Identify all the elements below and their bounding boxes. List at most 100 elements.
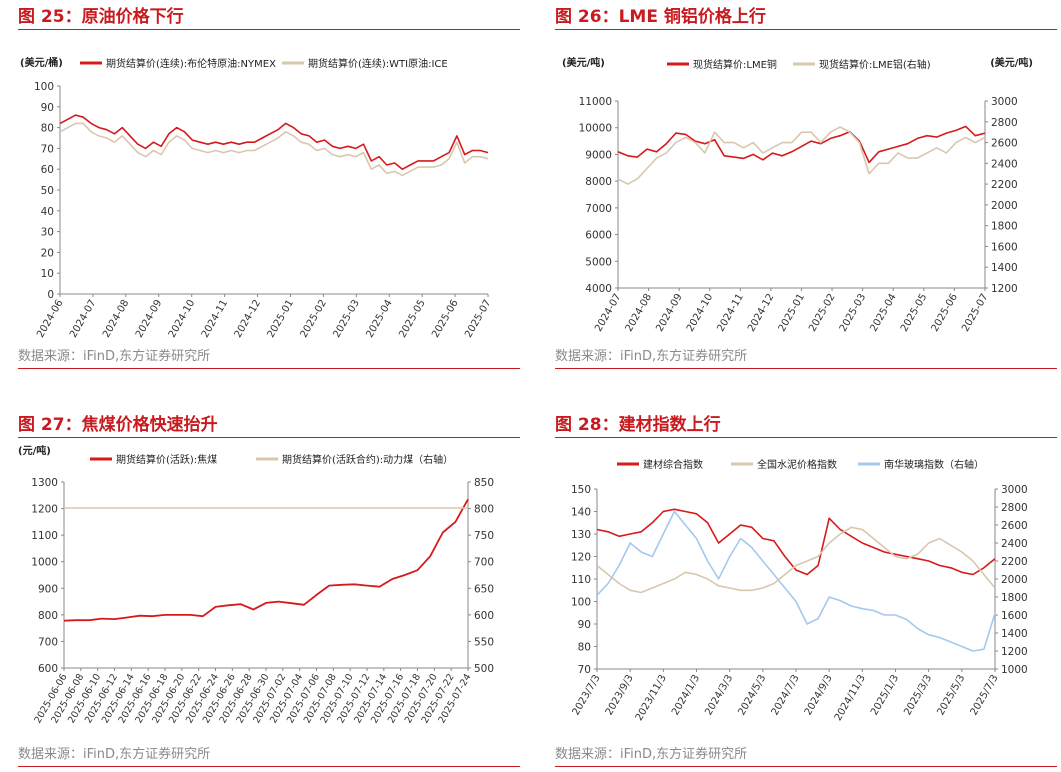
x-tick-label: 2024-11 xyxy=(200,298,230,340)
y-tick-label: 50 xyxy=(41,185,54,197)
x-tick-label: 2025-05 xyxy=(397,298,427,340)
x-tick-label: 2024-10 xyxy=(167,298,197,340)
legend-label-2: 期货结算价(连续):WTI原油:ICE xyxy=(308,57,448,70)
source-note: 数据来源：iFinD,东方证券研究所 xyxy=(555,346,1057,369)
y-tick-label: 80 xyxy=(41,123,54,135)
y2-tick-label: 2400 xyxy=(1001,538,1028,550)
y2-tick-label: 2000 xyxy=(1001,574,1028,586)
y2-tick-label: 2000 xyxy=(991,200,1018,212)
y2-tick-label: 1000 xyxy=(1001,664,1028,676)
y2-tick-label: 1800 xyxy=(1001,592,1028,604)
y-axis-title: (元/吨) xyxy=(18,444,51,457)
x-tick-label: 2024-08 xyxy=(101,298,131,340)
series-line-1 xyxy=(63,498,469,622)
panel-lme-metals: 图 26：LME 铜铝价格上行 4000 5000 6000 7000 8000 9000… xyxy=(555,0,1057,369)
y2-tick-label: 700 xyxy=(474,557,494,569)
x-tick-label: 2024-09 xyxy=(134,298,164,340)
x-tick-label: 2025-06 xyxy=(430,298,460,340)
y2-tick-label: 2800 xyxy=(991,117,1018,129)
y2-tick-label: 1200 xyxy=(1001,646,1028,658)
y2-tick-label: 2200 xyxy=(1001,556,1028,568)
y-tick-label: 150 xyxy=(571,484,591,496)
y-tick-label: 800 xyxy=(38,610,58,622)
y2-tick-label: 3000 xyxy=(991,96,1018,108)
y-tick-label: 1200 xyxy=(31,504,58,516)
y2-tick-label: 850 xyxy=(474,477,494,489)
y-tick-label: 7000 xyxy=(585,203,612,215)
y-axis-title: (美元/吨) xyxy=(562,56,605,69)
x-tick-label: 2024-12 xyxy=(746,292,776,334)
y2-tick-label: 800 xyxy=(474,504,494,516)
legend-label-3: 南华玻璃指数（右轴） xyxy=(884,458,984,471)
y2-tick-label: 1400 xyxy=(1001,628,1028,640)
y-tick-label: 80 xyxy=(578,642,591,654)
x-tick-label: 2024-07 xyxy=(68,298,98,340)
y-tick-label: 90 xyxy=(578,619,591,631)
y-tick-label: 11000 xyxy=(579,96,612,108)
y2-tick-label: 1600 xyxy=(1001,610,1028,622)
series-line-1 xyxy=(596,508,996,576)
y2-tick-label: 600 xyxy=(474,610,494,622)
y2-tick-label: 2600 xyxy=(991,138,1018,150)
y-tick-label: 6000 xyxy=(585,230,612,242)
x-tick-label: 2025-01 xyxy=(266,298,296,340)
x-tick-label: 2025/5/3 xyxy=(935,673,967,717)
source-note: 数据来源：iFinD,东方证券研究所 xyxy=(18,346,520,369)
y2-tick-label: 1600 xyxy=(991,241,1018,253)
panel-title: 图 25：原油价格下行 xyxy=(18,0,520,30)
series-line-1 xyxy=(59,114,489,170)
y2-tick-label: 2400 xyxy=(991,158,1018,170)
y-tick-label: 130 xyxy=(571,529,591,541)
y-tick-label: 8000 xyxy=(585,176,612,188)
x-tick-label: 2023/11/3 xyxy=(634,673,669,723)
x-tick-label: 2024-06 xyxy=(35,298,65,340)
y2-tick-label: 750 xyxy=(474,530,494,542)
panel-title: 图 28：建材指数上行 xyxy=(555,408,1057,438)
x-tick-label: 2025/3/3 xyxy=(902,673,934,717)
y2-tick-label: 1800 xyxy=(991,221,1018,233)
y-tick-label: 5000 xyxy=(585,256,612,268)
y-tick-label: 120 xyxy=(571,552,591,564)
panel-building-materials: 图 28：建材指数上行 70 80 90 100 110 120 130 140 150 1000… xyxy=(555,408,1057,767)
y-tick-label: 0 xyxy=(47,289,54,301)
x-tick-label: 2025-02 xyxy=(807,292,837,334)
panel-title: 图 26：LME 铜铝价格上行 xyxy=(555,0,1057,30)
y-tick-label: 9000 xyxy=(585,149,612,161)
x-tick-label: 2024/9/3 xyxy=(803,673,835,717)
x-tick-label: 2024/11/3 xyxy=(833,673,868,723)
x-tick-label: 2024-10 xyxy=(685,292,715,334)
x-tick-label: 2024/5/3 xyxy=(736,673,768,717)
x-tick-label: 2025/7/3 xyxy=(969,673,1001,717)
series-line-1 xyxy=(617,125,986,164)
y-tick-label: 700 xyxy=(38,636,58,648)
y2-tick-label: 3000 xyxy=(1001,484,1028,496)
legend-label-2: 现货结算价:LME铝(右轴) xyxy=(819,58,931,71)
panel-crude-oil: 图 25：原油价格下行 0 10 20 30 40 50 60 70 80 90 100 2024-0… xyxy=(18,0,520,369)
x-tick-label: 2023/9/3 xyxy=(604,673,636,717)
x-tick-label: 2025-03 xyxy=(838,292,868,334)
x-tick-label: 2024/7/3 xyxy=(770,673,802,717)
legend-label-1: 现货结算价:LME铜 xyxy=(693,58,777,71)
y-tick-label: 90 xyxy=(41,102,54,114)
chart-coking-coal: 600 700 800 900 1000 1100 1200 1300 500 550 600 650… xyxy=(18,444,494,725)
y-tick-label: 1300 xyxy=(31,477,58,489)
x-tick-label: 2025-03 xyxy=(331,298,361,340)
y-tick-label: 20 xyxy=(41,247,54,259)
y2-tick-label: 1200 xyxy=(991,283,1018,295)
y-tick-label: 1000 xyxy=(31,557,58,569)
y-tick-label: 10 xyxy=(41,268,54,280)
y2-tick-label: 550 xyxy=(474,636,494,648)
y-tick-label: 1100 xyxy=(31,530,58,542)
x-tick-label: 2023/7/3 xyxy=(571,673,603,717)
x-tick-label: 2024-11 xyxy=(716,292,746,334)
x-tick-label: 2025-04 xyxy=(868,292,898,334)
x-tick-label: 2024-08 xyxy=(624,292,654,334)
legend-label-2: 全国水泥价格指数 xyxy=(757,458,837,471)
source-note: 数据来源：iFinD,东方证券研究所 xyxy=(555,744,1057,767)
x-tick-label: 2025-01 xyxy=(777,292,807,334)
source-note: 数据来源：iFinD,东方证券研究所 xyxy=(18,744,520,767)
y-tick-label: 900 xyxy=(38,583,58,595)
x-tick-label: 2025-02 xyxy=(299,298,329,340)
panel-coking-coal: 图 27：焦煤价格快速抬升 600 700 800 900 1000 1100 1200 13… xyxy=(18,408,520,767)
